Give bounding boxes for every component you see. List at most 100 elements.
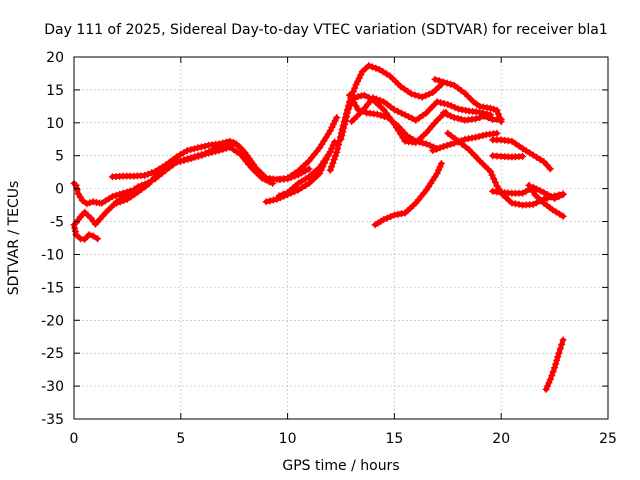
series-track-f xyxy=(113,139,245,207)
data-point xyxy=(212,145,220,153)
data-point xyxy=(490,175,498,183)
data-point xyxy=(120,197,128,204)
data-point xyxy=(533,153,541,161)
y-tick-label: -15 xyxy=(41,280,64,296)
data-point xyxy=(450,81,458,89)
data-point xyxy=(540,158,548,166)
data-point xyxy=(334,145,342,153)
data-point xyxy=(559,336,567,344)
series-track-w xyxy=(542,336,567,393)
data-point xyxy=(494,110,502,118)
x-tick-labels: 0 5 10 15 20 25 xyxy=(70,431,617,447)
x-tick-label: 25 xyxy=(599,431,617,447)
data-point xyxy=(490,105,498,113)
data-point xyxy=(138,185,146,193)
data-point xyxy=(487,168,494,175)
data-point xyxy=(85,231,93,239)
data-point xyxy=(412,137,420,145)
data-point xyxy=(443,141,451,149)
data-point xyxy=(380,113,388,120)
data-point xyxy=(529,151,537,159)
data-point xyxy=(462,106,470,114)
data-point xyxy=(326,166,334,174)
data-point xyxy=(73,186,81,194)
x-tick-label: 15 xyxy=(385,431,403,447)
data-point xyxy=(184,155,192,163)
data-point xyxy=(368,63,376,71)
x-tick-label: 0 xyxy=(70,431,79,447)
data-point xyxy=(220,143,227,150)
data-point xyxy=(352,81,360,89)
data-point xyxy=(269,196,277,204)
data-point xyxy=(491,178,499,186)
data-point xyxy=(197,143,205,151)
data-point xyxy=(279,175,287,183)
data-point xyxy=(493,106,501,114)
data-point xyxy=(543,161,551,169)
data-point xyxy=(431,75,439,83)
data-point xyxy=(131,190,138,198)
data-point xyxy=(375,66,383,73)
data-point xyxy=(405,113,413,121)
x-axis-label: GPS time / hours xyxy=(282,458,399,474)
data-point xyxy=(345,105,353,113)
y-tick-label: 20 xyxy=(46,50,64,66)
data-point xyxy=(355,74,363,82)
data-point xyxy=(201,142,209,150)
data-point xyxy=(316,170,324,177)
data-point xyxy=(493,188,501,196)
data-point xyxy=(555,193,563,200)
data-point xyxy=(497,116,505,123)
data-point xyxy=(487,104,494,112)
data-point xyxy=(119,189,127,197)
data-point xyxy=(552,360,560,368)
data-point xyxy=(415,138,423,146)
data-point xyxy=(436,144,444,152)
data-point xyxy=(380,216,388,224)
data-point xyxy=(447,112,455,120)
data-point xyxy=(447,102,455,110)
data-point xyxy=(191,153,199,161)
data-point xyxy=(387,103,395,111)
data-point xyxy=(380,98,388,106)
data-point xyxy=(144,170,152,178)
data-point xyxy=(328,163,336,171)
data-point xyxy=(546,376,554,383)
data-point xyxy=(440,100,448,107)
y-tick-label: -30 xyxy=(41,379,64,395)
data-point xyxy=(457,115,465,123)
data-point xyxy=(447,140,455,148)
data-point xyxy=(183,147,191,154)
data-point xyxy=(484,114,492,122)
data-point xyxy=(551,364,559,372)
data-point xyxy=(195,152,203,160)
data-point xyxy=(447,80,455,88)
data-point xyxy=(330,156,338,163)
data-point xyxy=(116,198,124,206)
data-point xyxy=(450,114,458,122)
data-point xyxy=(551,195,559,202)
data-point xyxy=(279,190,287,198)
data-point xyxy=(549,368,557,376)
data-point xyxy=(233,148,241,156)
data-point xyxy=(112,191,120,199)
y-tick-label: 10 xyxy=(46,116,64,132)
data-point xyxy=(404,87,412,95)
data-point xyxy=(546,165,554,173)
data-point xyxy=(515,142,523,150)
data-point xyxy=(94,235,101,243)
data-point xyxy=(209,146,217,154)
data-point xyxy=(194,144,202,152)
data-point xyxy=(544,382,551,390)
data-point xyxy=(548,372,556,380)
y-tick-label: -20 xyxy=(41,313,64,329)
data-point xyxy=(338,132,346,139)
data-point xyxy=(326,127,334,135)
data-point xyxy=(468,134,476,142)
data-point xyxy=(188,154,195,162)
data-point xyxy=(79,197,86,204)
data-point xyxy=(479,132,487,139)
data-point xyxy=(202,149,210,157)
